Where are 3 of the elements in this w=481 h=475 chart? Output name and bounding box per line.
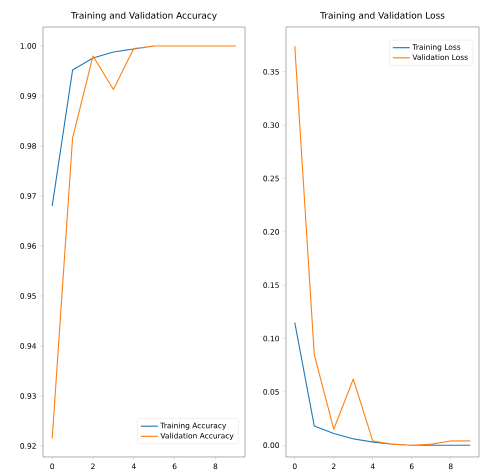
chart-title: Training and Validation Loss: [320, 12, 444, 20]
line-series: [294, 46, 471, 446]
chart-title: Training and Validation Accuracy: [70, 12, 217, 20]
